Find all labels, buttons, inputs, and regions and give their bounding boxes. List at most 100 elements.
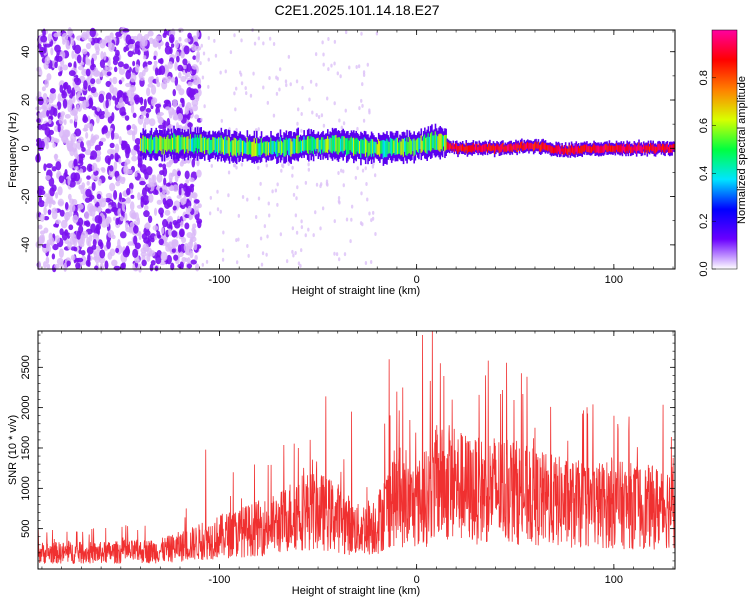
spectrogram-ridge-core	[273, 140, 276, 152]
spectrogram-ridge-core	[467, 145, 470, 153]
spectrogram-ridge-core	[437, 136, 439, 150]
spectrogram-noise-cell	[172, 205, 177, 211]
spectrogram-ridge-core	[252, 141, 255, 157]
spectrogram-noise-cell	[120, 263, 125, 270]
snr-x-ticks: -100 0 100	[41, 331, 674, 586]
spectrogram-ridge-core	[193, 138, 195, 154]
spectrogram-ridge-core	[349, 137, 352, 151]
spectrogram-noise-cell	[85, 68, 91, 77]
spectrogram-noise-cell	[90, 208, 96, 217]
spectrogram-ridge-core	[608, 143, 611, 151]
spectrogram-noise-cell	[180, 159, 188, 164]
spectrogram-ridge-core	[532, 143, 535, 152]
spectrogram-noise-cell	[107, 60, 111, 67]
spectrogram-noise-cell	[317, 114, 321, 119]
spectrogram-ridge-core	[583, 144, 586, 152]
spectrogram-noise-cell	[43, 43, 47, 54]
spectrogram-noise-cell	[97, 178, 102, 186]
spectrogram-noise-cell	[153, 55, 157, 61]
spectrogram-ridge-core	[375, 142, 378, 154]
spectrogram-y-tick-label: -20	[20, 189, 32, 205]
spectrogram-ridge-core	[613, 145, 615, 152]
spectrogram-noise-cell	[74, 128, 82, 137]
spectrogram-noise-cell	[194, 254, 198, 261]
spectrogram-noise-cell	[147, 76, 154, 84]
spectrogram-noise-cell	[135, 64, 140, 73]
spectrogram-noise-cell	[64, 229, 69, 236]
spectrogram-ridge-core	[402, 138, 405, 157]
spectrogram-ridge-core	[328, 138, 330, 150]
spectrogram-noise-cell	[130, 104, 135, 114]
spectrogram-ridge-core	[354, 139, 356, 155]
spectrogram-y-tick-label: 40	[20, 46, 32, 58]
spectrogram-noise-cell	[86, 122, 91, 129]
spectrogram-ridge-core	[574, 146, 576, 155]
spectrogram-ridge-core	[177, 135, 180, 154]
spectrogram-ridge-core	[304, 139, 307, 151]
spectrogram-noise-cell	[183, 195, 187, 205]
spectrogram-noise-cell	[59, 84, 64, 94]
spectrogram-noise-cell	[201, 262, 205, 267]
spectrogram-noise-cell	[181, 237, 187, 244]
spectrogram-noise-cell	[272, 113, 276, 118]
spectrogram-ridge-core	[530, 143, 533, 149]
spectrogram-ridge-core	[318, 139, 321, 152]
spectrogram-noise-cell	[78, 136, 84, 143]
spectrogram-noise-cell	[58, 175, 65, 184]
spectrogram-noise-cell	[342, 169, 345, 174]
spectrogram-noise-cell	[356, 126, 359, 131]
spectrogram-noise-cell	[112, 95, 117, 101]
spectrogram-ridge-core	[188, 138, 191, 151]
spectrogram-ridge-core	[147, 138, 149, 151]
spectrogram-noise-cell	[55, 235, 60, 244]
spectrogram-noise-cell	[108, 204, 112, 210]
spectrogram-noise-cell	[213, 38, 216, 43]
spectrogram-noise-cell	[57, 198, 65, 207]
spectrogram-ridge-core	[516, 144, 518, 152]
spectrogram-noise-cell	[186, 257, 191, 264]
spectrogram-y-ticks: -40 -20 0 20 40	[20, 46, 675, 270]
spectrogram-noise-cell	[171, 230, 178, 238]
spectrogram-ridge-core	[454, 143, 457, 150]
spectrogram-noise-cell	[333, 101, 336, 106]
spectrogram-noise-cell	[54, 44, 61, 53]
spectrogram-ridge-core	[666, 143, 669, 150]
spectrogram-ridge-core	[348, 140, 350, 154]
spectrogram-ridge-core	[374, 141, 376, 153]
spectrogram-noise-cell	[342, 183, 345, 188]
spectrogram-noise-cell	[280, 168, 283, 173]
spectrogram-noise-cell	[131, 86, 135, 97]
spectrogram-ridge-core	[353, 137, 355, 156]
spectrogram-noise-cell	[105, 216, 112, 224]
spectrogram-noise-cell	[109, 142, 115, 149]
spectrogram-ridge-core	[282, 142, 284, 153]
spectrogram-noise-cell	[115, 181, 121, 187]
spectrogram-noise-cell	[66, 260, 71, 267]
spectrogram-noise-cell	[143, 205, 149, 211]
spectrogram-noise-cell	[105, 80, 112, 88]
spectrogram-noise-cell	[369, 260, 373, 265]
spectrogram-ridge-core	[247, 141, 250, 155]
spectrogram-ridge-core	[319, 139, 322, 155]
spectrogram-noise-cell	[162, 163, 167, 170]
spectrogram-ridge-core	[600, 145, 602, 154]
spectrogram-noise-cell	[271, 189, 274, 194]
spectrogram-noise-cell	[71, 142, 77, 153]
spectrogram-ridge-core	[149, 137, 152, 154]
spectrogram-ridge-core	[545, 144, 548, 151]
spectrogram-ridge-core	[421, 140, 424, 152]
spectrogram-noise-cell	[70, 254, 76, 261]
spectrogram-ridge-core	[469, 145, 471, 152]
spectrogram-noise-cell	[51, 166, 57, 172]
spectrogram-noise-cell	[36, 152, 41, 163]
spectrogram-noise-cell	[276, 182, 279, 187]
spectrogram-ridge-core	[168, 138, 171, 150]
spectrogram-ridge-core	[431, 131, 433, 151]
spectrogram-noise-cell	[320, 113, 324, 118]
spectrogram-noise-cell	[118, 90, 124, 97]
spectrogram-noise-cell	[268, 75, 271, 80]
spectrogram-noise-cell	[300, 219, 303, 224]
spectrogram-ridge-core	[332, 135, 335, 152]
spectrogram-noise-cell	[287, 161, 290, 166]
spectrogram-noise-cell	[340, 168, 343, 173]
